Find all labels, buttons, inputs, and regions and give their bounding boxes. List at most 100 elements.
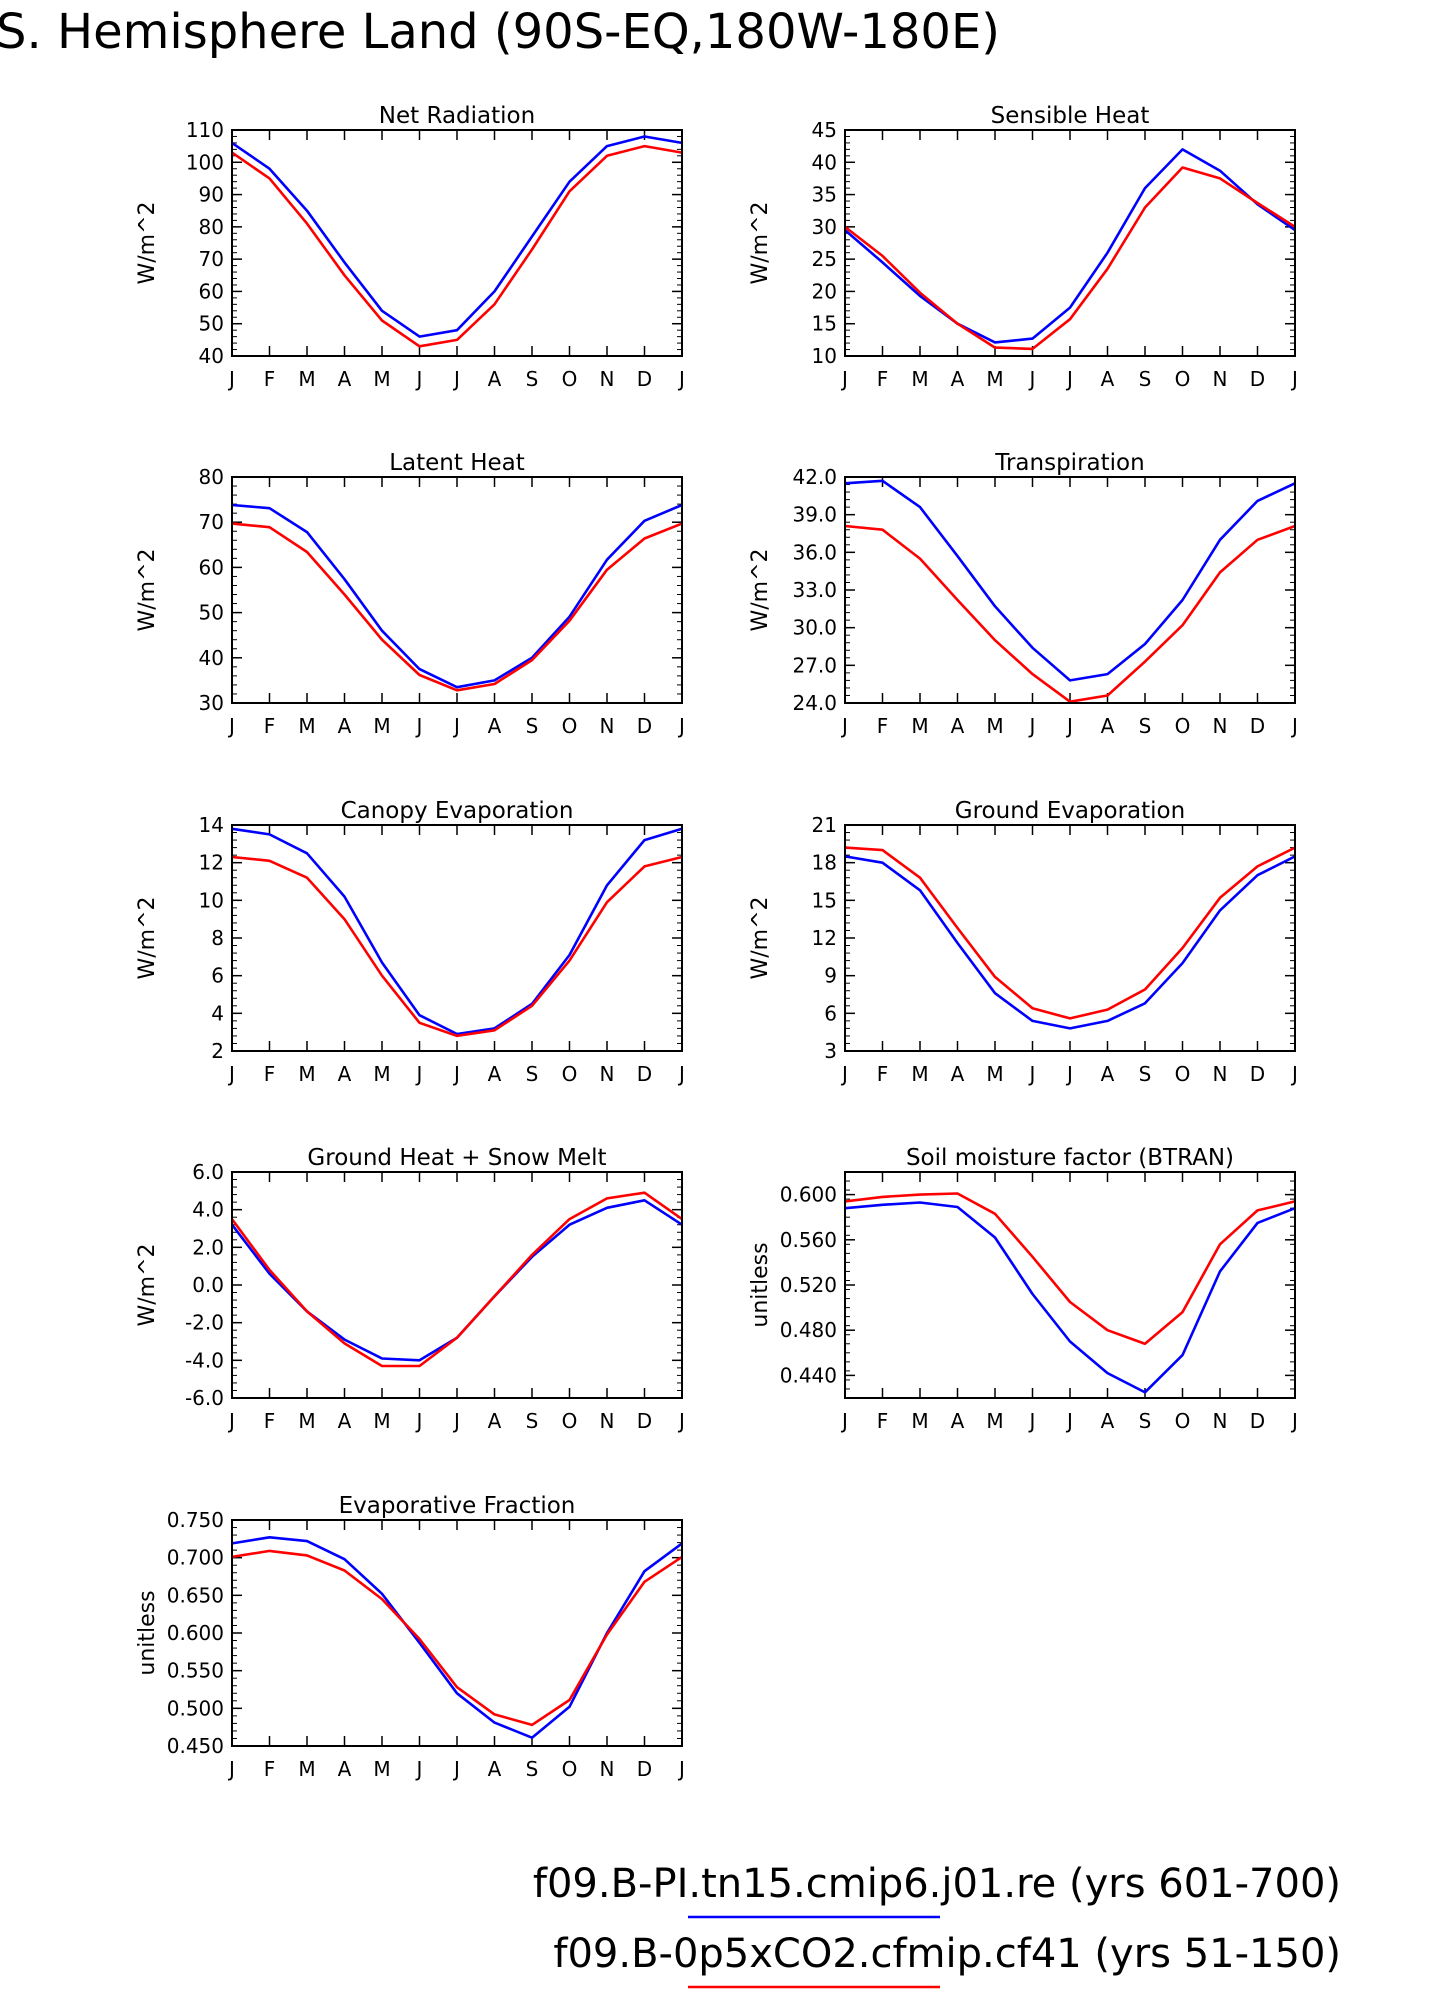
y-tick-label: 90 — [199, 183, 224, 207]
panel-title: Evaporative Fraction — [339, 1493, 576, 1519]
x-tick-label: N — [600, 1409, 615, 1433]
x-tick-label: J — [677, 367, 685, 391]
y-tick-label: -2.0 — [185, 1311, 224, 1335]
x-tick-label: D — [1250, 1062, 1265, 1086]
y-tick-label: 50 — [199, 312, 224, 336]
y-tick-label: 70 — [199, 247, 224, 271]
x-tick-label: S — [526, 714, 539, 738]
y-tick-label: 70 — [199, 510, 224, 534]
x-tick-label: M — [373, 714, 390, 738]
y-axis-label: W/m^2 — [748, 548, 773, 631]
x-tick-label: O — [562, 367, 578, 391]
y-tick-label: 40 — [199, 344, 224, 368]
legend-entry-1: f09.B-PI.tn15.cmip6.j01.re (yrs 601-700) — [533, 1861, 1341, 1907]
plot-frame — [844, 1171, 1296, 1399]
y-tick-label: 42.0 — [792, 465, 837, 489]
series-line-2 — [231, 522, 683, 692]
x-tick-label: M — [911, 1062, 928, 1086]
x-tick-label: O — [562, 714, 578, 738]
x-tick-label: D — [1250, 714, 1265, 738]
y-tick-label: -6.0 — [185, 1386, 224, 1410]
y-tick-label: 18 — [812, 851, 837, 875]
series-line-1 — [844, 148, 1296, 344]
y-tick-label: 0.600 — [167, 1621, 224, 1645]
y-axis-label: W/m^2 — [135, 548, 160, 631]
x-tick-label: J — [1290, 714, 1298, 738]
x-tick-label: A — [338, 714, 352, 738]
y-tick-label: 30 — [199, 691, 224, 715]
x-tick-label: J — [227, 1409, 235, 1433]
x-tick-label: A — [338, 1409, 352, 1433]
y-tick-label: 30 — [812, 215, 837, 239]
y-tick-label: 0.500 — [167, 1696, 224, 1720]
x-tick-label: A — [951, 367, 965, 391]
x-tick-label: J — [1028, 1062, 1036, 1086]
x-tick-label: N — [600, 367, 615, 391]
y-tick-label: 0.480 — [780, 1318, 837, 1342]
x-tick-label: D — [637, 367, 652, 391]
x-tick-label: N — [600, 1757, 615, 1781]
x-tick-label: J — [1028, 714, 1036, 738]
y-tick-label: 30.0 — [792, 616, 837, 640]
x-tick-label: A — [488, 714, 502, 738]
y-tick-label: 10 — [812, 344, 837, 368]
y-tick-label: 36.0 — [792, 540, 837, 564]
y-tick-label: 110 — [186, 118, 224, 142]
plot-frame — [844, 129, 1296, 357]
x-tick-label: S — [1139, 1062, 1152, 1086]
x-tick-label: M — [986, 714, 1003, 738]
series-line-2 — [231, 144, 683, 348]
series-line-2 — [844, 524, 1296, 704]
y-tick-label: 0.650 — [167, 1583, 224, 1607]
x-tick-label: M — [373, 1409, 390, 1433]
y-tick-label: 4.0 — [192, 1198, 224, 1222]
x-tick-label: D — [1250, 367, 1265, 391]
series-line-1 — [231, 503, 683, 689]
x-tick-label: M — [298, 1757, 315, 1781]
plot-frame — [844, 476, 1296, 704]
x-tick-label: N — [1213, 367, 1228, 391]
x-tick-label: F — [264, 1757, 276, 1781]
x-tick-label: A — [488, 1062, 502, 1086]
x-tick-label: J — [415, 1409, 423, 1433]
x-tick-label: J — [840, 1409, 848, 1433]
x-tick-label: O — [1175, 714, 1191, 738]
x-tick-label: A — [1101, 1409, 1115, 1433]
y-tick-label: 15 — [812, 888, 837, 912]
x-tick-label: J — [452, 714, 460, 738]
y-tick-label: 0.450 — [167, 1734, 224, 1758]
x-tick-label: A — [1101, 714, 1115, 738]
series-line-2 — [231, 855, 683, 1038]
y-tick-label: 27.0 — [792, 653, 837, 677]
y-tick-label: 0.750 — [167, 1508, 224, 1532]
main-title: S. Hemisphere Land (90S-EQ,180W-180E) — [0, 4, 1000, 60]
x-tick-label: A — [338, 1757, 352, 1781]
x-tick-label: F — [877, 1062, 889, 1086]
x-tick-label: J — [1065, 1409, 1073, 1433]
x-tick-label: S — [1139, 1409, 1152, 1433]
y-tick-label: 15 — [812, 312, 837, 336]
series-line-1 — [844, 1201, 1296, 1394]
x-tick-label: S — [526, 1757, 539, 1781]
x-tick-label: O — [562, 1409, 578, 1433]
series-line-2 — [230, 1191, 683, 1368]
y-tick-label: 6 — [211, 964, 224, 988]
y-tick-label: 0.0 — [192, 1273, 224, 1297]
x-tick-label: J — [227, 714, 235, 738]
y-tick-label: 0.560 — [780, 1228, 837, 1252]
y-tick-label: 33.0 — [792, 578, 837, 602]
x-tick-label: J — [840, 1062, 848, 1086]
x-tick-label: J — [415, 367, 423, 391]
y-tick-label: 14 — [199, 813, 224, 837]
series-line-1 — [844, 855, 1296, 1030]
y-tick-label: 4 — [211, 1001, 224, 1025]
x-tick-label: M — [986, 1409, 1003, 1433]
x-tick-label: N — [1213, 1062, 1228, 1086]
y-tick-label: 8 — [211, 926, 224, 950]
x-tick-label: D — [637, 1757, 652, 1781]
x-tick-label: J — [1028, 367, 1036, 391]
y-tick-label: 0.520 — [780, 1273, 837, 1297]
